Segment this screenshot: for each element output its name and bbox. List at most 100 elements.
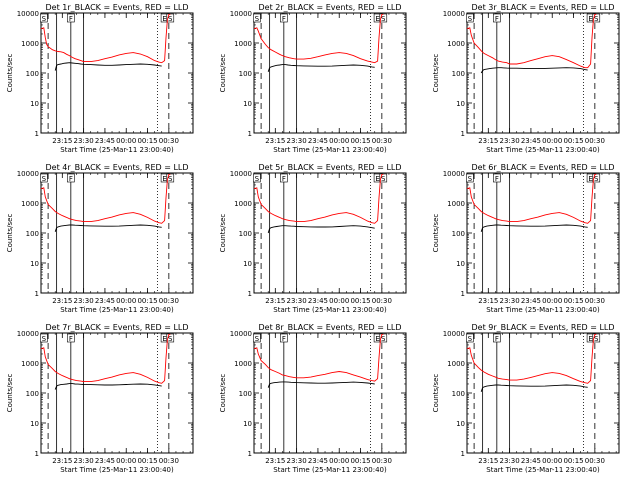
y-tick-label: 10000 (443, 10, 465, 18)
y-tick-label: 1 (248, 450, 252, 458)
chart-panel-8: Det 8r_BLACK = Events, RED = LLD 1 10 100 10… (219, 323, 407, 474)
y-axis-label: Counts/sec (219, 54, 227, 93)
series-line-events (480, 384, 588, 392)
x-tick-label: 00:30 (585, 137, 605, 145)
x-axis-label: Start Time (25-Mar-11 23:00:40) (273, 466, 387, 474)
x-axis-label: Start Time (25-Mar-11 23:00:40) (486, 146, 600, 154)
y-tick-label: 10000 (443, 330, 465, 338)
y-tick-label: 10 (243, 100, 252, 108)
x-tick-label: 00:00 (329, 137, 349, 145)
y-tick-label: 10 (456, 100, 465, 108)
x-tick-label: 00:15 (350, 457, 370, 465)
x-tick-label: 00:30 (585, 297, 605, 305)
x-tick-label: 23:45 (95, 137, 115, 145)
event-marker-label: F (495, 335, 499, 343)
x-tick-label: 00:30 (159, 297, 179, 305)
event-marker-box (40, 173, 48, 183)
event-marker-label: E (375, 175, 379, 183)
event-marker-box (466, 173, 474, 183)
x-tick-label: 23:15 (478, 457, 498, 465)
event-marker-box (67, 333, 75, 343)
x-tick-label: 00:30 (159, 137, 179, 145)
x-tick-label: 00:00 (116, 457, 136, 465)
event-marker-label: F (69, 335, 73, 343)
series-line-events (267, 381, 375, 388)
chart-panel-3: Det 3r_BLACK = Events, RED = LLD 1 10 100 10… (432, 3, 620, 154)
x-tick-label: 00:00 (542, 137, 562, 145)
y-tick-label: 10 (456, 420, 465, 428)
event-marker-label: S (255, 175, 260, 183)
y-tick-label: 1 (35, 290, 39, 298)
y-tick-label: 100 (239, 70, 252, 78)
chart-panel-9: Det 9r_BLACK = Events, RED = LLD 1 10 100 10… (432, 323, 620, 474)
event-marker-label: E (588, 175, 592, 183)
x-tick-label: 00:00 (542, 297, 562, 305)
series-line-lld (466, 173, 597, 224)
y-axis-label: Counts/sec (219, 374, 227, 413)
series-line-events (480, 224, 588, 232)
y-tick-label: 1 (461, 290, 465, 298)
chart-title: Det 3r_BLACK = Events, RED = LLD (471, 3, 614, 12)
y-axis-label: Counts/sec (6, 374, 14, 413)
event-marker-label: S (381, 335, 386, 343)
event-marker-label: E (162, 15, 166, 23)
y-axis-label: Counts/sec (432, 54, 440, 93)
x-tick-label: 00:30 (159, 457, 179, 465)
series-line-lld (40, 173, 171, 224)
y-tick-label: 100 (452, 390, 465, 398)
x-tick-label: 00:15 (563, 457, 583, 465)
series-line-lld (40, 333, 171, 384)
y-tick-label: 10000 (17, 330, 39, 338)
x-tick-label: 23:15 (478, 297, 498, 305)
y-tick-label: 1000 (234, 360, 252, 368)
y-axis-label: Counts/sec (432, 214, 440, 253)
event-marker-label: S (168, 175, 173, 183)
event-marker-box (67, 173, 75, 183)
x-tick-label: 00:30 (372, 297, 392, 305)
series-line-lld (253, 333, 384, 382)
x-tick-label: 23:15 (52, 297, 72, 305)
y-tick-label: 10 (30, 100, 39, 108)
event-marker-label: E (375, 335, 379, 343)
y-tick-label: 10 (456, 260, 465, 268)
series-line-events (267, 225, 375, 234)
event-marker-label: F (495, 175, 499, 183)
y-tick-label: 10000 (17, 10, 39, 18)
y-tick-label: 10 (30, 420, 39, 428)
x-tick-label: 23:15 (265, 297, 285, 305)
event-marker-box (253, 333, 261, 343)
event-marker-label: E (588, 15, 592, 23)
event-marker-label: S (42, 335, 47, 343)
y-tick-label: 10 (243, 420, 252, 428)
x-tick-label: 00:00 (542, 457, 562, 465)
y-tick-label: 100 (26, 230, 39, 238)
x-tick-label: 23:45 (308, 457, 328, 465)
x-axis-label: Start Time (25-Mar-11 23:00:40) (60, 146, 174, 154)
x-tick-label: 23:15 (265, 457, 285, 465)
event-marker-box (67, 13, 75, 23)
y-tick-label: 100 (452, 230, 465, 238)
event-marker-box (280, 333, 288, 343)
y-tick-label: 1 (248, 130, 252, 138)
x-axis-label: Start Time (25-Mar-11 23:00:40) (273, 146, 387, 154)
event-marker-label: S (468, 175, 473, 183)
x-tick-label: 00:15 (563, 297, 583, 305)
x-tick-label: 23:45 (95, 457, 115, 465)
x-tick-label: 23:30 (287, 137, 307, 145)
y-tick-label: 1000 (447, 40, 465, 48)
x-axis-label: Start Time (25-Mar-11 23:00:40) (273, 306, 387, 314)
event-marker-label: S (381, 175, 386, 183)
y-tick-label: 1 (248, 290, 252, 298)
y-tick-label: 1000 (447, 360, 465, 368)
y-tick-label: 1 (461, 130, 465, 138)
event-marker-label: S (42, 15, 47, 23)
x-tick-label: 00:15 (137, 297, 157, 305)
x-tick-label: 23:30 (74, 297, 94, 305)
x-tick-label: 00:00 (116, 137, 136, 145)
x-tick-label: 23:30 (500, 137, 520, 145)
y-tick-label: 10 (30, 260, 39, 268)
series-line-events (54, 383, 162, 390)
event-marker-box (40, 333, 48, 343)
x-tick-label: 23:15 (52, 457, 72, 465)
